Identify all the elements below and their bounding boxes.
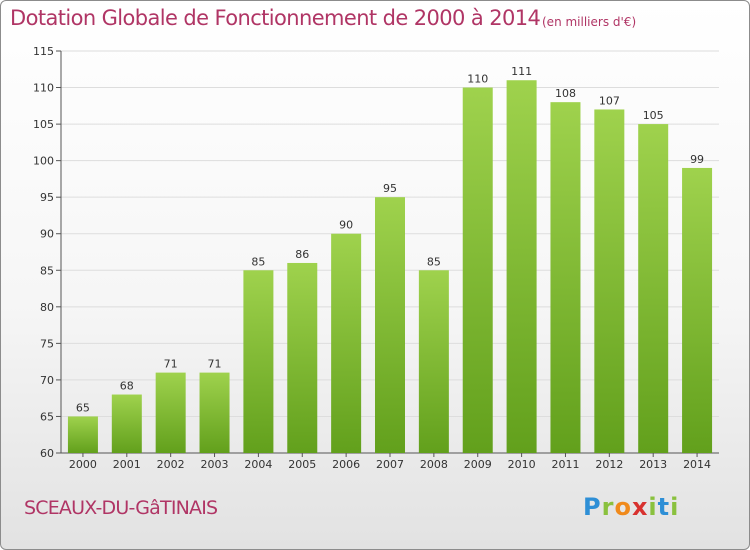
data-label: 110 <box>467 73 488 86</box>
bar <box>682 167 713 454</box>
y-tick-label: 75 <box>40 337 54 350</box>
y-tick-label: 95 <box>40 191 54 204</box>
data-label: 90 <box>339 219 353 232</box>
data-label: 68 <box>120 380 134 393</box>
bar <box>638 124 669 453</box>
x-tick-label: 2001 <box>113 458 141 471</box>
bar <box>67 416 98 453</box>
data-label: 65 <box>76 401 90 414</box>
bar <box>111 394 142 453</box>
x-tick-label: 2003 <box>201 458 229 471</box>
y-tick-label: 85 <box>40 264 54 277</box>
bar <box>287 262 318 453</box>
logo-letter: x <box>631 493 649 521</box>
x-tick-label: 2005 <box>288 458 316 471</box>
y-tick-label: 65 <box>40 410 54 423</box>
bar <box>243 270 274 453</box>
bar <box>462 87 493 453</box>
x-tick-label: 2012 <box>595 458 623 471</box>
x-tick-label: 2007 <box>376 458 404 471</box>
data-label: 85 <box>251 255 265 268</box>
x-tick-label: 2010 <box>508 458 536 471</box>
y-tick-label: 80 <box>40 301 54 314</box>
data-label: 95 <box>383 182 397 195</box>
logo-letter: r <box>601 493 615 521</box>
bars <box>67 80 713 454</box>
y-tick-label: 110 <box>33 82 54 95</box>
y-tick-label: 115 <box>33 45 54 58</box>
bar <box>331 233 362 453</box>
data-label: 85 <box>427 255 441 268</box>
bar <box>594 109 625 454</box>
chart-title: Dotation Globale de Fonctionnement de 20… <box>10 6 541 30</box>
y-tick-label: 60 <box>40 447 54 460</box>
x-tick-label: 2002 <box>157 458 185 471</box>
x-tick-label: 2000 <box>69 458 97 471</box>
bar <box>155 372 186 453</box>
logo-letter: t <box>657 493 671 521</box>
x-tick-label: 2014 <box>683 458 711 471</box>
x-tick-label: 2008 <box>420 458 448 471</box>
bar <box>506 80 537 454</box>
data-label: 108 <box>555 87 576 100</box>
y-tick-label: 90 <box>40 228 54 241</box>
logo-letter: o <box>614 493 632 521</box>
x-tick-label: 2013 <box>639 458 667 471</box>
chart-subtitle: (en milliers d'€) <box>542 15 637 29</box>
bar <box>375 197 405 453</box>
data-label: 86 <box>295 248 309 261</box>
bar <box>418 270 449 453</box>
logo-letter: i <box>648 493 658 521</box>
x-tick-label: 2004 <box>244 458 272 471</box>
data-label: 107 <box>599 94 620 107</box>
data-label: 105 <box>643 109 664 122</box>
data-label: 71 <box>208 358 222 371</box>
bar <box>550 102 581 453</box>
commune-name: SCEAUX-DU-GâTINAIS <box>24 497 218 519</box>
x-tick-label: 2011 <box>551 458 579 471</box>
data-label: 99 <box>690 153 704 166</box>
y-tick-label: 105 <box>33 118 54 131</box>
y-tick-label: 100 <box>33 155 54 168</box>
x-tick-label: 2009 <box>464 458 492 471</box>
logo-letter: i <box>670 493 680 521</box>
x-tick-label: 2006 <box>332 458 360 471</box>
proxiti-logo: Proxiti <box>583 493 679 521</box>
y-tick-label: 70 <box>40 374 54 387</box>
data-label: 71 <box>164 358 178 371</box>
logo-letter: P <box>583 493 602 521</box>
data-label: 111 <box>511 65 532 78</box>
bar <box>199 372 230 453</box>
labels: 60 65 70 75 80 85 90 95 100 105 110 115 65 2000 68 2001… <box>33 45 711 471</box>
